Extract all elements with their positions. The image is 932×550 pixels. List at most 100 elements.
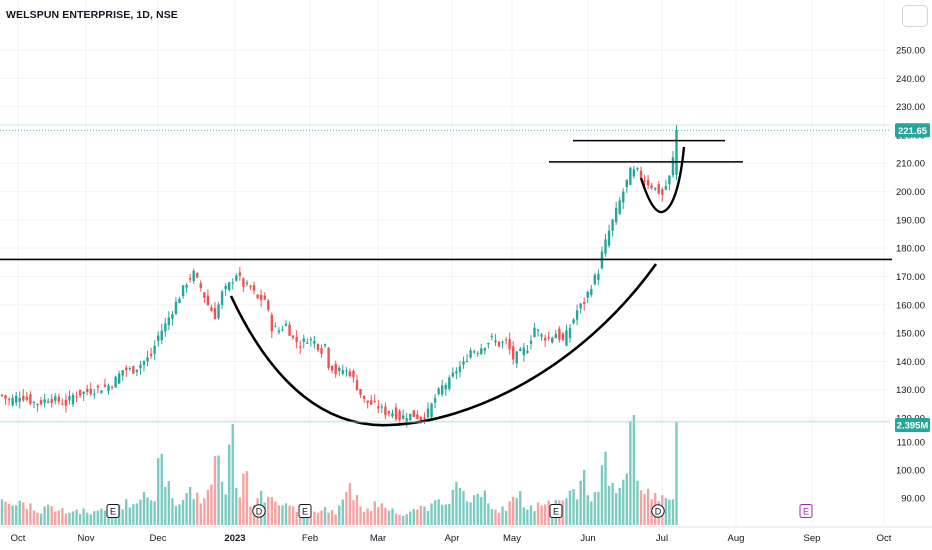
volume-bar [348,483,352,525]
volume-bar [196,492,199,525]
volume-bar [22,502,25,525]
price-tick-label: 200.00 [896,187,925,198]
volume-bar [632,415,636,525]
candle-body [487,343,490,345]
candle-body [362,395,366,400]
candle-body [614,207,618,223]
event-marker-D[interactable]: D [252,504,266,518]
event-marker-E[interactable]: E [298,504,312,518]
candle-body [597,273,600,280]
volume-bar [142,492,146,525]
volume-bar [15,505,18,525]
candle-body [107,385,110,392]
candle-body [519,348,522,351]
price-tick-label: 130.00 [896,385,925,396]
event-marker-E[interactable]: E [549,504,563,518]
time-axis[interactable]: Oct Nov Dec 2023 Feb Mar Apr May Jun Jul Aug Sep Oct [0,526,932,550]
candle-body [64,399,68,406]
grid-lines [0,0,890,525]
volume-bar [625,473,628,525]
candle-body [352,370,355,378]
candle-body [256,294,259,299]
volume-bar [327,512,330,525]
candle-body [554,333,557,339]
event-marker-E[interactable]: E [106,504,120,518]
volume-bar [668,499,671,525]
candle-body [29,394,32,404]
volume-bar [639,490,643,525]
volume-bar [600,465,604,525]
candle-body [409,413,412,421]
time-tick-label: Sep [804,533,821,544]
volume-bar [217,455,220,525]
volume-bar [380,503,384,525]
volume-tick-label: 100.00 [896,466,925,477]
price-tick-label: 170.00 [896,272,925,283]
candle-body [263,295,266,300]
volume-bar [405,514,408,525]
volume-bar [7,503,11,525]
candle-body [355,380,359,391]
candle-body [646,179,650,186]
panel-icon[interactable] [902,5,928,27]
volume-bar [451,489,455,525]
candle-body [430,403,433,418]
volume-bar [171,498,174,525]
candle-body [157,335,160,341]
candle-body [61,403,64,405]
candle-body [103,384,107,387]
volume-bar [36,512,39,525]
candle-body [480,348,483,354]
candle-body [7,399,11,401]
event-marker-D[interactable]: D [651,504,665,518]
candle-body [366,400,369,403]
candle-body [270,314,273,332]
volume-bar [345,492,348,525]
candle-body [551,337,554,343]
candle-body [565,330,568,346]
symbol-title[interactable]: WELSPUN ENTERPRISE, 1D, NSE [6,9,178,21]
time-tick-label: Dec [150,533,167,544]
volume-bar [302,516,305,525]
volume-bar [515,498,518,525]
candle-body [132,366,135,374]
event-label: E [803,507,809,517]
candle-body [650,185,653,189]
volume-bar [352,500,355,525]
candle-body [174,302,178,314]
volume-bar [306,514,309,525]
volume-bar [604,451,607,525]
volume-bar [61,508,64,525]
candle-body [153,345,156,354]
volume-bar [508,501,511,525]
time-tick-label: Jun [580,533,595,544]
candle-body [540,334,543,337]
volume-bar [522,507,526,525]
volume-bar [309,516,313,525]
candle-body [401,415,405,420]
candle-body [224,285,227,290]
time-axis-bg [0,527,932,550]
candle-body [444,384,447,390]
volume-bar [370,511,373,525]
candle-body [536,329,540,331]
event-box [106,504,120,518]
time-tick-label: Apr [445,533,460,544]
candle-body [377,406,380,409]
candle-body [391,413,394,417]
volume-bar [472,495,476,525]
event-label: D [655,507,662,517]
price-tick-label: 150.00 [896,329,925,340]
candle-body [142,361,146,365]
candle-body [625,179,628,188]
volume-bar [607,485,611,525]
candle-body [654,187,657,190]
candlestick-series [0,125,678,428]
candle-body [476,353,479,355]
event-marker-E[interactable]: E [799,504,813,518]
price-axis[interactable]: 250.00240.00230.00220.00210.00200.00190.… [892,0,932,550]
volume-bar [249,506,252,525]
candle-body [89,388,92,394]
